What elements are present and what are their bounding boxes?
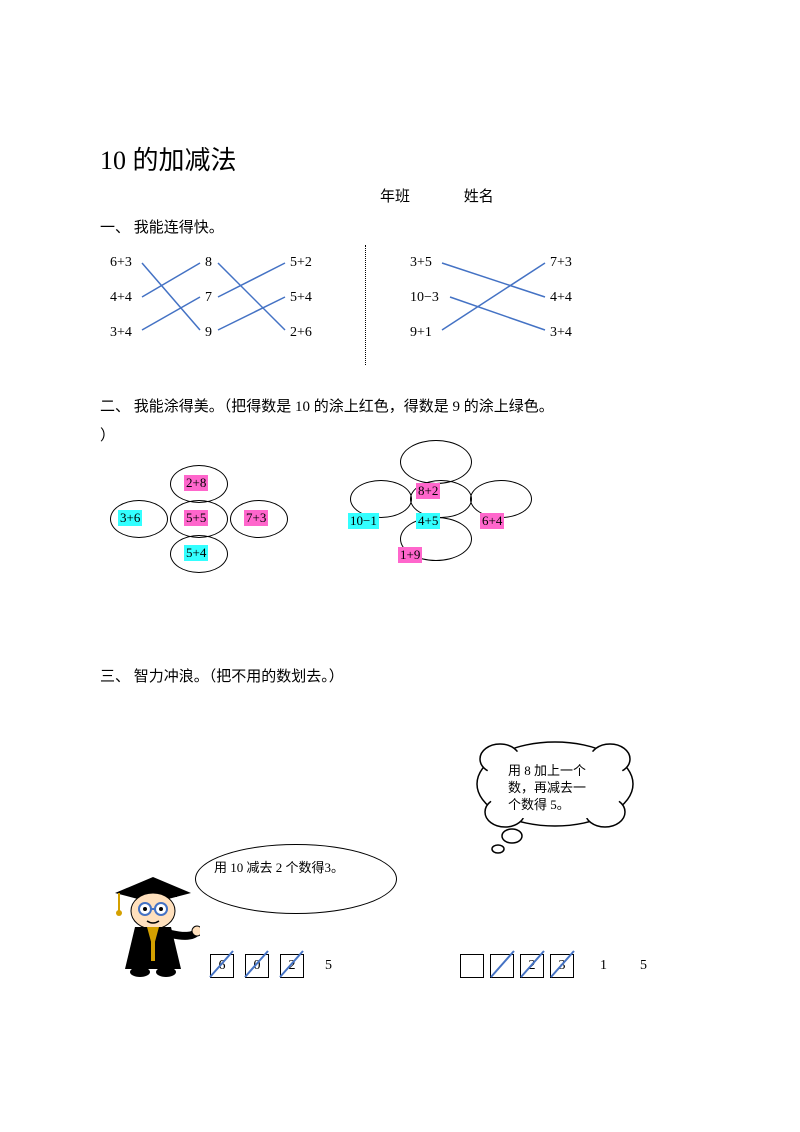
question-3: 用 8 加上一个 数，再减去一 个数得 5。 用 10 减去 2 个数得3。 [100, 694, 700, 1014]
section2-heading: 二、 我能涂得美。（把得数是 10 的涂上红色，得数是 9 的涂上绿色。 [100, 395, 700, 416]
question-2: 2+8 3+6 5+5 7+3 5+4 8+2 10−1 4+5 6+4 1+9 [100, 445, 700, 655]
cloud-line3: 个数得 5。 [508, 796, 586, 813]
slash-icon [242, 949, 272, 979]
q3-box-r1 [460, 954, 484, 978]
slash-icon [207, 949, 237, 979]
section2-close-paren: ） [100, 424, 700, 445]
q2-l-bottom: 5+4 [184, 545, 208, 561]
name-label: 姓名 [464, 189, 494, 205]
section1-heading: 一、 我能连得快。 [100, 216, 700, 237]
q2-r-left: 10−1 [348, 513, 379, 529]
cloud-bubble: 用 8 加上一个 数，再减去一 个数得 5。 [460, 734, 650, 859]
slash-icon [277, 949, 307, 979]
q2-r-top: 8+2 [416, 483, 440, 499]
slash-icon [548, 949, 578, 979]
header-fields: 年班 姓名 [380, 185, 700, 206]
speech-text: 用 10 减去 2 个数得3。 [196, 845, 396, 890]
q2-r-right: 6+4 [480, 513, 504, 529]
q2-l-center: 5+5 [184, 510, 208, 526]
question-1: 6+3 4+4 3+4 8 7 9 5+2 5+4 2+6 3+5 10−3 9… [100, 245, 700, 385]
section3-heading: 三、 智力冲浪。（把不用的数划去。） [100, 665, 700, 686]
slash-icon [488, 949, 518, 979]
q2-r-bottom: 1+9 [398, 547, 422, 563]
graduate-icon [105, 869, 200, 979]
cloud-line1: 用 8 加上一个 [508, 762, 586, 779]
q2-r-center: 4+5 [416, 513, 440, 529]
class-label: 年班 [380, 189, 410, 205]
q1-right-lines [400, 245, 660, 355]
q1-left-lines [100, 245, 360, 355]
page-title: 10 的加减法 [100, 140, 700, 177]
q2-l-top: 2+8 [184, 475, 208, 491]
q2-r-oval-top [400, 440, 472, 484]
q3-num-l4: 5 [325, 958, 332, 974]
q3-num-r5: 1 [600, 958, 607, 974]
cloud-line2: 数，再减去一 [508, 779, 586, 796]
slash-icon [518, 949, 548, 979]
q3-num-r6: 5 [640, 958, 647, 974]
q2-l-right: 7+3 [244, 510, 268, 526]
q2-l-left: 3+6 [118, 510, 142, 526]
speech-bubble: 用 10 减去 2 个数得3。 [195, 844, 397, 914]
q1-divider [365, 245, 366, 365]
